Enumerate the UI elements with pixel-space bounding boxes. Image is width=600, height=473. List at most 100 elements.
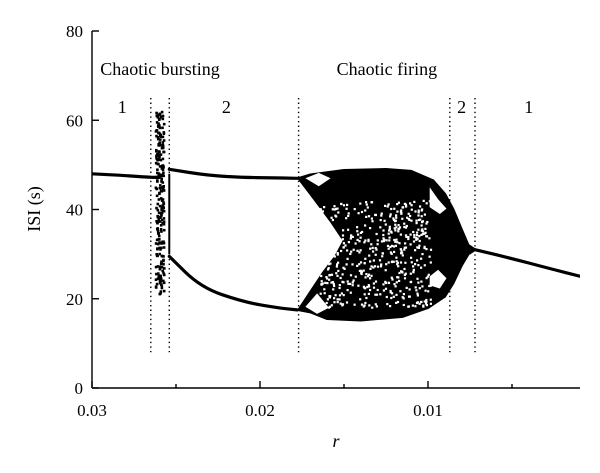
band-gap-point [391,278,394,281]
band-gap-point [424,289,427,292]
band-gap-point [333,297,336,300]
band-gap-point [336,301,339,304]
burst-point [161,157,165,161]
band-gap-point [353,208,356,211]
band-gap-point [401,254,404,257]
burst-point [159,175,163,178]
band-gap-point [369,267,372,270]
band-gap-point [326,282,329,285]
burst-point [160,260,163,263]
band-gap-point [367,240,370,243]
band-gap-point [394,285,397,288]
region-number: 2 [222,97,231,117]
burst-point [155,238,159,242]
band-gap-point [359,261,363,264]
band-gap-point [333,301,336,304]
band-gap-point [337,211,340,214]
band-gap-point [382,240,385,243]
band-gap-point [372,266,375,269]
band-gap-point [398,271,401,275]
burst-point [161,204,165,207]
band-gap-point [405,205,408,208]
band-gap-point [388,227,391,230]
band-gap-point [416,301,419,304]
band-gap-point [356,230,359,233]
band-gap-point [413,236,416,239]
burst-point [155,253,158,256]
band-gap-point [342,242,345,245]
band-gap-point [370,274,373,277]
band-gap-point [323,261,326,264]
burst-point [162,150,165,154]
band-gap-point [349,274,353,277]
band-gap-point [427,273,430,276]
band-gap-point [352,279,355,282]
band-gap-point [330,304,333,307]
burst-point [160,230,163,233]
band-gap-point [365,215,368,218]
band-gap-point [420,280,423,283]
band-gap-point [401,206,404,209]
burst-point [157,143,160,146]
band-gap-point [400,211,403,215]
burst-point [159,275,162,278]
band-gap-point [419,205,422,208]
burst-point [161,181,165,184]
band-gap-point [356,249,359,252]
band-gap-point [320,274,323,278]
burst-point [157,234,161,238]
band-gap-point [338,298,341,301]
band-gap-point [401,217,404,220]
band-gap-point [345,301,349,304]
burst-point [163,267,166,270]
band-gap-point [367,292,370,295]
band-gap-point [360,272,363,276]
band-hole [305,172,331,187]
burst-point [162,246,166,249]
burst-point [159,197,163,200]
band-gap-point [373,265,377,268]
band-gap-point [363,262,366,265]
band-gap-point [414,263,417,266]
burst-point [162,281,166,284]
burst-point [156,168,159,171]
band-gap-point [389,215,392,218]
burst-point [157,118,161,121]
band-gap-point [417,209,420,212]
band-gap-point [323,288,326,291]
band-gap-point [360,269,363,272]
y-tick-label: 40 [66,201,83,220]
burst-point [162,241,166,245]
band-gap-point [328,274,331,277]
band-gap-point [422,304,425,307]
band-gap-point [326,238,330,241]
band-gap-point [379,226,382,229]
band-gap-point [370,217,373,220]
band-gap-point [349,291,352,294]
burst-point [156,162,160,166]
band-gap-point [340,292,343,295]
band-gap-point [382,229,385,232]
burst-point [154,265,158,269]
band-gap-point [326,228,329,232]
band-gap-point [380,214,383,217]
band-hole [429,187,447,214]
burst-point [158,246,161,250]
band-gap-point [324,245,327,249]
band-gap-point [319,217,322,220]
band-gap-point [403,225,406,229]
burst-point [162,187,165,191]
band-gap-point [429,298,432,301]
burst-point [156,215,160,219]
band-gap-point [329,238,332,241]
band-gap-point [395,281,398,284]
burst-point [156,277,160,280]
band-gap-point [367,238,370,241]
burst-point [161,209,165,213]
band-gap-point [336,252,339,255]
burst-point [157,198,161,201]
band-gap-point [390,260,393,264]
burst-point [159,215,162,219]
band-gap-point [369,247,372,250]
burst-point [156,137,160,141]
